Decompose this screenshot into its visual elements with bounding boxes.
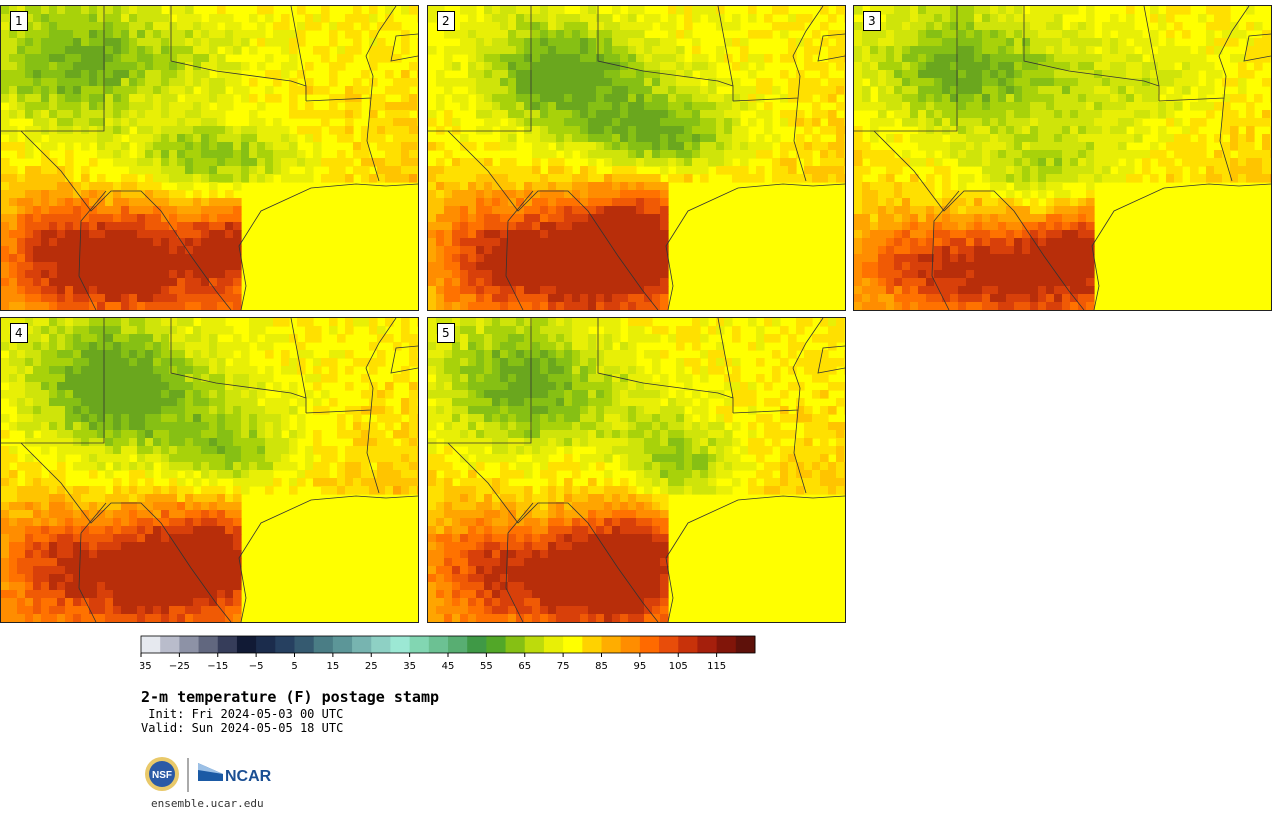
colorbar-swatch [620, 636, 641, 653]
colorbar-swatch [332, 636, 353, 653]
colorbar-tick-label: −5 [249, 661, 264, 672]
init-time: Init: Fri 2024-05-03 00 UTC [141, 707, 344, 721]
panel-number: 1 [10, 11, 28, 31]
colorbar-swatch [428, 636, 449, 653]
map-borders [854, 6, 1271, 310]
temperature-map [1, 6, 418, 310]
colorbar-swatch [524, 636, 545, 653]
member-panel-1: 1 [0, 5, 419, 311]
colorbar-swatch [160, 636, 180, 653]
colorbar-swatch [639, 636, 660, 653]
colorbar-swatch [659, 636, 679, 653]
colorbar-swatch [371, 636, 391, 653]
colorbar-tick-label: 95 [634, 661, 647, 672]
colorbar-swatch [294, 636, 315, 653]
colorbar-swatch [390, 636, 411, 653]
ncar-logo: NCAR [198, 763, 272, 785]
colorbar-swatch [198, 636, 219, 653]
colorbar-swatch [217, 636, 238, 653]
colorbar-tick-label: 65 [518, 661, 531, 672]
colorbar-swatch [179, 636, 200, 653]
temperature-map [428, 6, 845, 310]
figure-title: 2-m temperature (F) postage stamp [141, 688, 440, 706]
colorbar-swatch [735, 636, 756, 653]
panel-number: 5 [437, 323, 455, 343]
colorbar-swatch [313, 636, 334, 653]
colorbar-tick-label: 75 [557, 661, 570, 672]
colorbar-swatch [505, 636, 526, 653]
colorbar-swatch [352, 636, 372, 653]
valid-time: Valid: Sun 2024-05-05 18 UTC [141, 721, 344, 735]
colorbar-swatch [543, 636, 564, 653]
colorbar-swatch [601, 636, 622, 653]
colorbar-tick-label: −35 [140, 661, 152, 672]
temperature-map [428, 318, 845, 622]
colorbar-swatch [678, 636, 698, 653]
temperature-map [1, 318, 418, 622]
colorbar-swatch [697, 636, 718, 653]
colorbar-tick-label: 85 [595, 661, 608, 672]
nsf-logo-text: NSF [152, 770, 172, 781]
colorbar: −35 −25 −15 −5 5 15 25 35 45 55 65 75 85 95 105 115 [140, 635, 756, 672]
colorbar-swatch [486, 636, 507, 653]
member-panel-2: 2 [427, 5, 846, 311]
panel-number: 2 [437, 11, 455, 31]
member-panel-3: 3 [853, 5, 1272, 311]
colorbar-swatch [448, 636, 468, 653]
colorbar-tick-label: 25 [365, 661, 378, 672]
colorbar-tick-label: −15 [207, 661, 228, 672]
colorbar-tick-label: 105 [669, 661, 688, 672]
colorbar-swatch [409, 636, 430, 653]
colorbar-tick-label: 45 [442, 661, 455, 672]
nsf-logo: NSF [145, 757, 179, 791]
colorbar-swatch [716, 636, 737, 653]
member-panel-5: 5 [427, 317, 846, 623]
colorbar-swatch [582, 636, 602, 653]
colorbar-tick-label: −25 [169, 661, 190, 672]
temperature-map [854, 6, 1271, 310]
colorbar-swatch [467, 636, 487, 653]
map-borders [428, 318, 845, 622]
map-borders [1, 6, 418, 310]
colorbar-tick-label: 5 [291, 661, 297, 672]
member-panel-4: 4 [0, 317, 419, 623]
logos: NSF NCAR [143, 756, 283, 796]
colorbar-swatch [563, 636, 583, 653]
colorbar-tick-label: 35 [403, 661, 416, 672]
panel-number: 3 [863, 11, 881, 31]
map-borders [1, 318, 418, 622]
colorbar-swatch [256, 636, 276, 653]
colorbar-tick-label: 15 [327, 661, 340, 672]
colorbar-swatch [275, 636, 295, 653]
colorbar-swatch [236, 636, 257, 653]
panel-number: 4 [10, 323, 28, 343]
colorbar-tick-label: 55 [480, 661, 493, 672]
ncar-logo-text: NCAR [225, 768, 272, 785]
colorbar-tick-label: 115 [707, 661, 726, 672]
site-url: ensemble.ucar.edu [151, 797, 264, 810]
map-borders [428, 6, 845, 310]
colorbar-swatch [141, 636, 161, 653]
